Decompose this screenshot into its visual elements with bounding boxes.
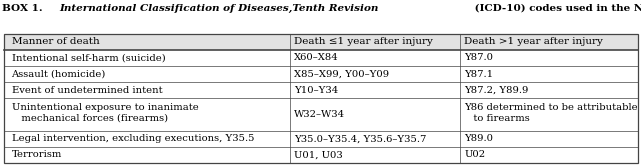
Text: BOX 1.: BOX 1. [2, 4, 46, 13]
Text: Intentional self-harm (suicide): Intentional self-harm (suicide) [12, 53, 165, 62]
Bar [4, 34, 638, 50]
Text: Y87.0: Y87.0 [464, 53, 493, 62]
Text: X60–X84: X60–X84 [294, 53, 338, 62]
Text: Y87.1: Y87.1 [464, 70, 493, 78]
Text: U02: U02 [464, 150, 485, 159]
Text: Y10–Y34: Y10–Y34 [294, 86, 338, 95]
Text: Terrorism: Terrorism [12, 150, 62, 159]
Text: U01, U03: U01, U03 [294, 150, 342, 159]
Text: Y86 determined to be attributable: Y86 determined to be attributable [464, 103, 638, 112]
Text: Death >1 year after injury: Death >1 year after injury [464, 37, 603, 46]
Text: W32–W34: W32–W34 [294, 110, 345, 119]
Text: Unintentional exposure to inanimate: Unintentional exposure to inanimate [12, 103, 198, 112]
Text: Legal intervention, excluding executions, Y35.5: Legal intervention, excluding executions… [12, 134, 254, 143]
Text: Manner of death: Manner of death [12, 37, 99, 46]
Text: Assault (homicide): Assault (homicide) [12, 70, 106, 78]
Bar [4, 34, 638, 163]
Text: Death ≤1 year after injury: Death ≤1 year after injury [294, 37, 433, 46]
Text: Y35.0–Y35.4, Y35.6–Y35.7: Y35.0–Y35.4, Y35.6–Y35.7 [294, 134, 426, 143]
Text: Y89.0: Y89.0 [464, 134, 493, 143]
Text: X85–X99, Y00–Y09: X85–X99, Y00–Y09 [294, 70, 388, 78]
Text: International Classification of Diseases,Tenth Revision: International Classification of Diseases… [59, 4, 378, 13]
Text: to firearms: to firearms [464, 114, 530, 123]
Text: Y87.2, Y89.9: Y87.2, Y89.9 [464, 86, 528, 95]
Text: Event of undetermined intent: Event of undetermined intent [12, 86, 162, 95]
Text: (ICD-10) codes used in the National Violent Death Reporting System: (ICD-10) codes used in the National Viol… [471, 4, 641, 13]
Text: mechanical forces (firearms): mechanical forces (firearms) [12, 114, 168, 123]
